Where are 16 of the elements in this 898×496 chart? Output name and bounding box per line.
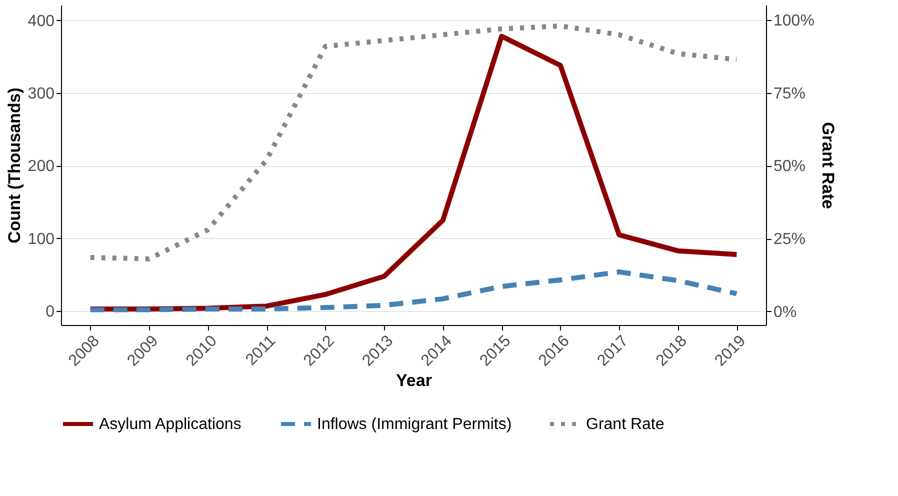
x-axis-title: Year: [396, 370, 432, 390]
y-tick-label: 0: [46, 304, 55, 321]
y-tick-label: 400: [28, 12, 55, 30]
y2-tick-label: 0%: [774, 304, 797, 321]
y2-tick-label: 50%: [774, 158, 806, 176]
y-tick-label: 100: [28, 230, 55, 248]
legend-label: Grant Rate: [586, 416, 664, 433]
legend-label: Asylum Applications: [99, 416, 242, 433]
y-axis-title: Count (Thousands): [4, 88, 24, 244]
y-tick-label: 200: [28, 158, 55, 176]
y-tick-label: 300: [28, 86, 55, 102]
y2-tick-label: 100%: [774, 12, 814, 30]
y2-tick-label: 75%: [774, 85, 806, 102]
legend-label: Inflows (Immigrant Permits): [317, 416, 512, 433]
y2-tick-label: 25%: [774, 231, 806, 248]
y2-axis-title: Grant Rate: [818, 122, 838, 209]
